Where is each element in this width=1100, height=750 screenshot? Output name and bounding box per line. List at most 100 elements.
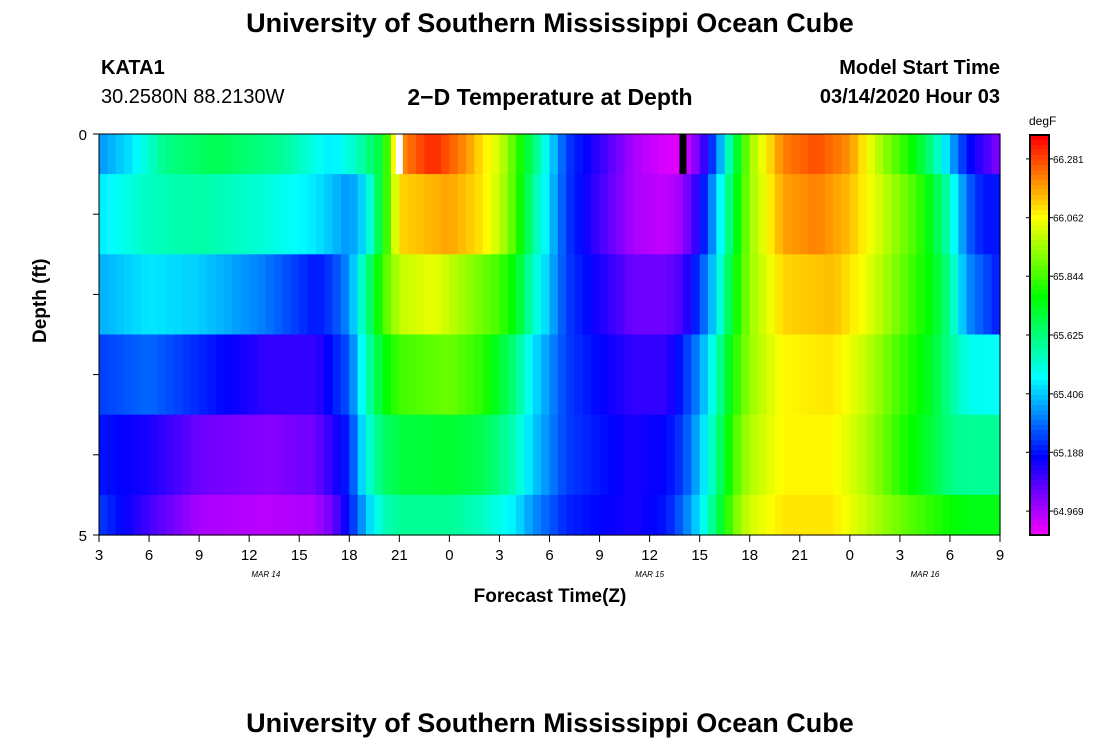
heatmap-cell xyxy=(974,414,984,496)
colorbar-swatch xyxy=(1030,290,1049,296)
heatmap-cell xyxy=(516,334,526,416)
heatmap-cell xyxy=(99,414,108,496)
heatmap-cell xyxy=(974,254,984,336)
heatmap-cell xyxy=(190,134,200,175)
heatmap-cell xyxy=(891,414,901,496)
heatmap-cell xyxy=(632,134,642,175)
heatmap-cell xyxy=(958,134,968,175)
colorbar-swatch xyxy=(1030,210,1049,216)
colorbar-tick-label: 64.969 xyxy=(1053,507,1084,518)
heatmap-cell xyxy=(441,494,450,536)
heatmap-cell xyxy=(549,174,559,255)
colorbar-swatch xyxy=(1030,265,1049,271)
heatmap-cell xyxy=(791,134,801,175)
colorbar-swatch xyxy=(1030,340,1049,346)
colorbar-swatch xyxy=(1030,155,1049,161)
heatmap-cell xyxy=(390,254,400,336)
colorbar-swatch xyxy=(1030,360,1049,366)
heatmap-cell xyxy=(858,414,868,496)
heatmap-cell xyxy=(741,254,751,336)
heatmap-cell xyxy=(182,134,192,175)
colorbar-swatch xyxy=(1030,480,1049,486)
heatmap-cell xyxy=(457,334,467,416)
heatmap-cell xyxy=(407,174,417,255)
heatmap-cell xyxy=(157,494,167,536)
x-tick-label: 3 xyxy=(95,547,103,564)
heatmap-cell xyxy=(916,414,926,496)
heatmap-cell xyxy=(649,334,659,416)
heatmap-cell xyxy=(557,254,567,336)
heatmap-cell xyxy=(365,174,375,255)
heatmap-cell xyxy=(174,254,184,336)
heatmap-cell xyxy=(516,494,526,536)
heatmap-cell xyxy=(958,414,968,496)
heatmap-cell xyxy=(933,334,943,416)
heatmap-cell xyxy=(332,414,342,496)
colorbar-tick-label: 66.281 xyxy=(1053,155,1084,166)
heatmap-cell xyxy=(190,494,200,536)
heatmap-cell xyxy=(824,174,834,255)
station-coordinates: 30.2580N 88.2130W xyxy=(101,86,285,108)
colorbar-swatch xyxy=(1030,395,1049,401)
colorbar-swatch xyxy=(1030,455,1049,461)
heatmap-cell xyxy=(357,414,367,496)
heatmap-cell xyxy=(349,414,359,496)
heatmap-cell xyxy=(566,254,576,336)
heatmap-cell xyxy=(908,414,918,496)
heatmap-cell xyxy=(457,134,467,175)
heatmap-cell xyxy=(491,174,501,255)
heatmap-cell xyxy=(816,174,826,255)
heatmap-cell xyxy=(624,174,634,255)
heatmap-cell xyxy=(599,134,609,175)
heatmap-cell xyxy=(324,254,334,336)
heatmap-cell xyxy=(149,174,158,255)
heatmap-cell xyxy=(382,174,392,255)
heatmap-cell xyxy=(991,254,1001,336)
heatmap-cell xyxy=(549,134,559,175)
heatmap-cell xyxy=(758,414,767,496)
heatmap-cell xyxy=(516,174,526,255)
heatmap-cell xyxy=(399,134,409,175)
heatmap-cell xyxy=(833,134,843,175)
heatmap-cell xyxy=(207,334,217,416)
heatmap-cell xyxy=(891,254,901,336)
heatmap-cell xyxy=(632,494,642,536)
colorbar-swatch xyxy=(1030,175,1049,181)
heatmap-cell xyxy=(833,494,843,536)
heatmap-cell xyxy=(557,134,567,175)
heatmap-cell xyxy=(232,494,242,536)
heatmap-cell xyxy=(99,334,108,416)
colorbar-swatch xyxy=(1030,475,1049,481)
heatmap-cell xyxy=(532,334,542,416)
heatmap-cell xyxy=(599,334,609,416)
heatmap-cell xyxy=(232,254,242,336)
heatmap-cell xyxy=(716,134,726,175)
heatmap-cell xyxy=(99,174,108,255)
heatmap-cell xyxy=(699,334,709,416)
heatmap-cell xyxy=(758,134,767,175)
heatmap-cell xyxy=(632,254,642,336)
heatmap-cell xyxy=(783,134,793,175)
heatmap-cell xyxy=(674,254,684,336)
heatmap-cell xyxy=(282,414,292,496)
heatmap-cell xyxy=(607,254,617,336)
heatmap-cell xyxy=(357,134,367,175)
heatmap-cell xyxy=(482,414,492,496)
heatmap-cell xyxy=(165,174,175,255)
heatmap-cell xyxy=(641,334,651,416)
heatmap-cell xyxy=(382,334,392,416)
heatmap-cell xyxy=(958,174,968,255)
heatmap-cell xyxy=(165,334,175,416)
heatmap-cell xyxy=(624,494,634,536)
heatmap-cell xyxy=(874,414,884,496)
heatmap-cell xyxy=(324,414,334,496)
heatmap-cell xyxy=(974,174,984,255)
colorbar-swatch xyxy=(1030,190,1049,196)
heatmap-cell xyxy=(649,134,659,175)
heatmap-cell xyxy=(357,174,367,255)
heatmap-cell xyxy=(541,134,551,175)
colorbar-swatch xyxy=(1030,420,1049,426)
heatmap-cell xyxy=(390,494,400,536)
heatmap-cell xyxy=(390,414,400,496)
